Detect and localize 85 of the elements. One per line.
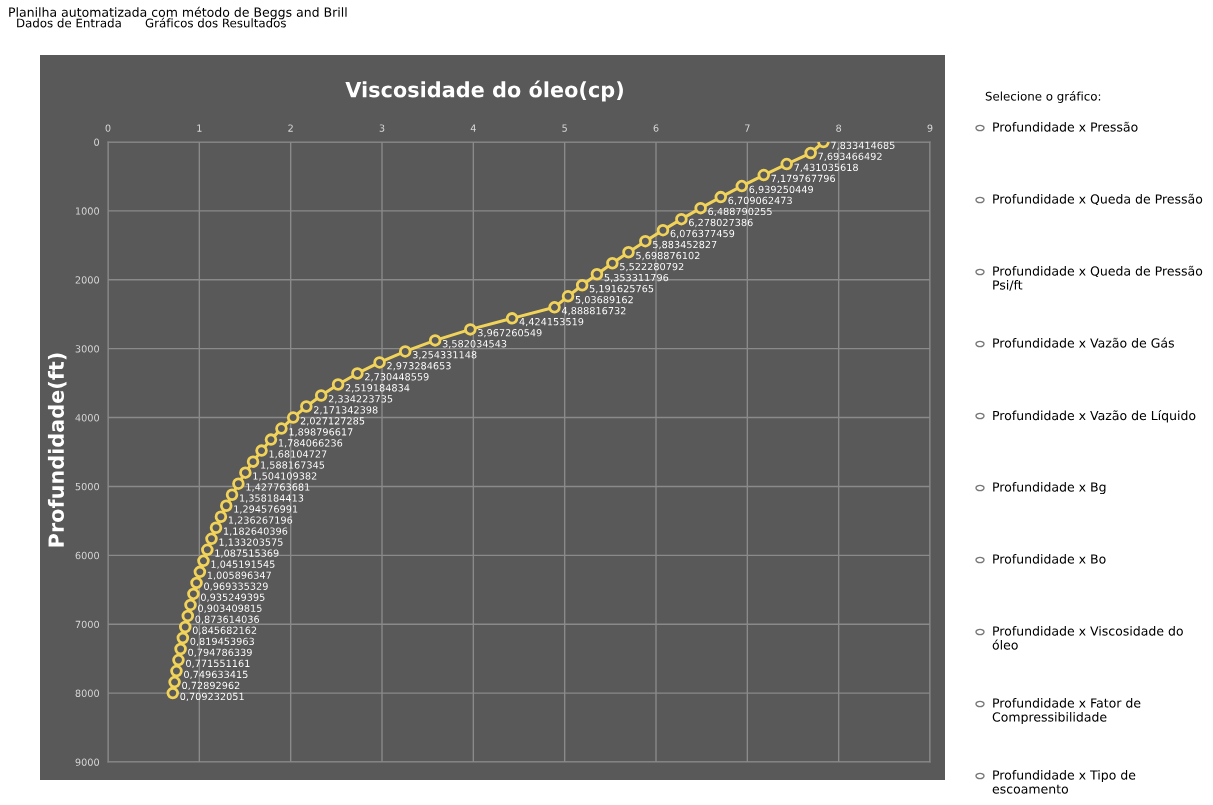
data-label: 2,973284653 — [387, 362, 451, 371]
data-label: 5,698876102 — [636, 251, 700, 261]
data-label: 7,693466492 — [818, 152, 882, 161]
y-tick-label: 3000 — [75, 345, 100, 353]
data-label: 0,72892962 — [182, 681, 240, 691]
data-label: 7,833414685 — [831, 141, 895, 150]
y-tick-label: 7000 — [75, 620, 100, 629]
data-label: 2,334223735 — [328, 395, 393, 404]
x-tick-label: 9 — [927, 124, 933, 132]
data-label: 1,504109382 — [253, 472, 317, 481]
data-label: 0,819453963 — [190, 637, 254, 646]
data-label: 5,883452827 — [653, 240, 717, 250]
x-tick-label: 8 — [836, 124, 842, 132]
data-label: 6,076377459 — [670, 229, 735, 239]
y-tick-label: 9000 — [75, 758, 100, 766]
data-label: 2,519184834 — [345, 384, 410, 393]
data-label: 0,749633415 — [184, 670, 248, 680]
data-label: 1,087515369 — [215, 549, 279, 558]
text: Dados de Entrada — [17, 18, 121, 28]
data-label: 1,045191545 — [211, 560, 275, 569]
data-label: 0,873614036 — [195, 615, 260, 624]
text: Profundidade x Queda de Pressão — [993, 193, 1203, 206]
data-label: 1,236267196 — [228, 516, 293, 525]
data-label: 5,03689162 — [575, 295, 633, 305]
data-label: 7,179767796 — [771, 174, 836, 184]
data-label: 6,488790255 — [708, 207, 772, 217]
data-label: 1,182640396 — [224, 527, 288, 536]
data-label: 1,68104727 — [269, 450, 327, 459]
y-tick-label: 5000 — [75, 482, 100, 491]
data-label: 1,294576991 — [234, 505, 298, 514]
text: Profundidade x Bo — [993, 554, 1106, 564]
text: Profundidade x Pressão — [993, 121, 1138, 132]
x-tick-label: 1 — [197, 124, 202, 132]
data-label: 1,358184413 — [240, 494, 304, 503]
text: Profundidade x Viscosidade do óleo — [992, 626, 1183, 650]
data-label: 1,005896347 — [207, 571, 271, 580]
data-label: 0,845682162 — [192, 626, 257, 635]
text: Profundidade x Bg — [993, 482, 1106, 495]
data-label: 0,771551161 — [186, 659, 250, 669]
y-tick-label: 6000 — [75, 551, 100, 560]
data-label: 3,582034543 — [442, 340, 507, 349]
data-label: 5,522280792 — [620, 262, 684, 272]
text: Profundidade x Vazão de Líquido — [993, 410, 1196, 423]
y-tick-label: 4000 — [75, 414, 100, 422]
data-label: 0,969335329 — [204, 582, 268, 591]
data-label: 0,709232051 — [180, 692, 244, 702]
x-tick-label: 5 — [562, 124, 567, 132]
data-label: 6,278027386 — [689, 218, 753, 228]
data-label: 1,784066236 — [278, 439, 343, 448]
data-label: 3,967260549 — [478, 329, 542, 338]
data-label: 4,424153519 — [519, 317, 584, 327]
y-tick-label: 8000 — [75, 689, 100, 697]
data-label: 0,903409815 — [198, 604, 262, 613]
text: Selecione o gráfico: — [985, 91, 1101, 103]
data-label: 2,730448559 — [365, 373, 429, 382]
x-tick-label: 4 — [470, 124, 476, 132]
data-label: 1,427763681 — [246, 483, 310, 492]
data-label: 1,588167345 — [261, 461, 325, 470]
y-tick-label: 0 — [94, 138, 100, 146]
data-label: 2,171342398 — [313, 406, 378, 415]
data-label: 5,191625765 — [589, 284, 654, 294]
x-tick-label: 6 — [653, 124, 659, 132]
y-axis-title: Profundidade(ft) — [47, 353, 67, 547]
data-label: 6,709062473 — [728, 196, 792, 206]
chart-title: Viscosidade do óleo(cp) — [345, 80, 623, 102]
data-label: 7,431035618 — [794, 163, 858, 173]
data-label: 0,794786339 — [188, 648, 252, 657]
text: Profundidade x Vazão de Gás — [993, 337, 1174, 348]
x-tick-label: 2 — [288, 124, 293, 132]
y-tick-label: 2000 — [75, 276, 100, 284]
x-tick-label: 3 — [379, 124, 385, 132]
data-label: 1,133203575 — [219, 538, 283, 547]
data-label: 2,027127285 — [300, 417, 365, 426]
data-label: 5,353311796 — [604, 273, 669, 283]
data-label: 4,888816732 — [561, 306, 626, 316]
data-label: 6,939250449 — [749, 185, 813, 195]
x-tick-label: 0 — [105, 124, 111, 132]
data-label: 0,935249395 — [201, 593, 265, 602]
data-label: 3,254331148 — [412, 351, 477, 360]
data-label: 1,898796617 — [289, 428, 353, 437]
text: Profundidade x Queda de Pressão Psi/ft — [993, 265, 1203, 291]
text: Profundidade x Tipo de escoamento — [992, 770, 1136, 794]
x-tick-label: 7 — [745, 124, 750, 132]
text: Profundidade x Fator de Compressibilidade — [992, 698, 1141, 725]
y-tick-label: 1000 — [75, 207, 100, 215]
